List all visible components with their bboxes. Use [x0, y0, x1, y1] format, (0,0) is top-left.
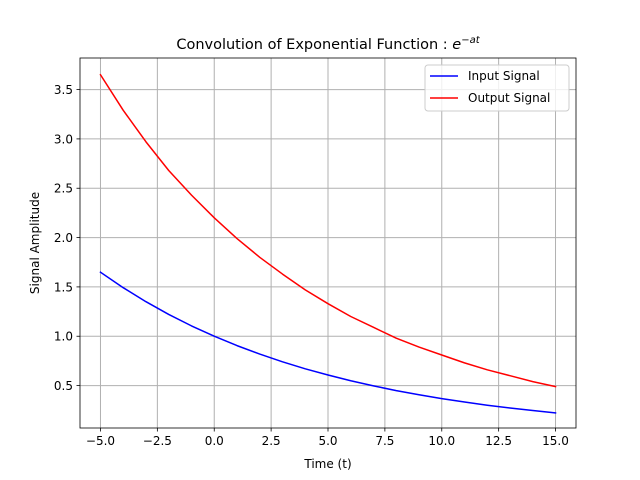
- x-tick-label: 5.0: [318, 434, 337, 448]
- x-tick-label: 2.5: [262, 434, 281, 448]
- y-tick-label: 2.5: [54, 182, 73, 196]
- chart-title-math-exponent: −at: [461, 35, 481, 46]
- y-tick-label: 2.0: [54, 231, 73, 245]
- legend: Input Signal Output Signal: [424, 64, 570, 112]
- series-line-output-signal: [99, 73, 557, 388]
- legend-label-output: Output Signal: [468, 91, 550, 105]
- x-tick-label: −5.0: [86, 434, 115, 448]
- x-axis-ticks: −5.0 −2.5 0.0 2.5 5.0 7.5 10.0 12.5 15.0: [86, 428, 569, 448]
- chart-title-text: Convolution of Exponential Function :: [176, 37, 452, 53]
- y-tick-label: 3.5: [54, 83, 73, 97]
- x-tick-label: 12.5: [485, 434, 512, 448]
- x-tick-label: 10.0: [428, 434, 455, 448]
- y-axis-label: Signal Amplitude: [28, 192, 42, 294]
- chart-title-math-base: e: [452, 37, 461, 53]
- y-tick-label: 3.0: [54, 132, 73, 146]
- y-tick-label: 1.5: [54, 280, 73, 294]
- series-lines: [99, 73, 557, 414]
- y-axis-ticks: 0.5 1.0 1.5 2.0 2.5 3.0 3.5: [54, 83, 80, 393]
- x-tick-label: 15.0: [542, 434, 569, 448]
- series-line-input-signal: [99, 271, 557, 414]
- legend-label-input: Input Signal: [468, 69, 540, 83]
- x-tick-label: 0.0: [205, 434, 224, 448]
- chart-title: Convolution of Exponential Function : e−…: [176, 35, 480, 53]
- y-tick-label: 1.0: [54, 330, 73, 344]
- x-tick-label: 7.5: [375, 434, 394, 448]
- y-tick-label: 0.5: [54, 379, 73, 393]
- legend-box: [424, 64, 570, 112]
- grid: [80, 58, 576, 428]
- x-tick-label: −2.5: [143, 434, 172, 448]
- x-axis-label: Time (t): [303, 457, 351, 471]
